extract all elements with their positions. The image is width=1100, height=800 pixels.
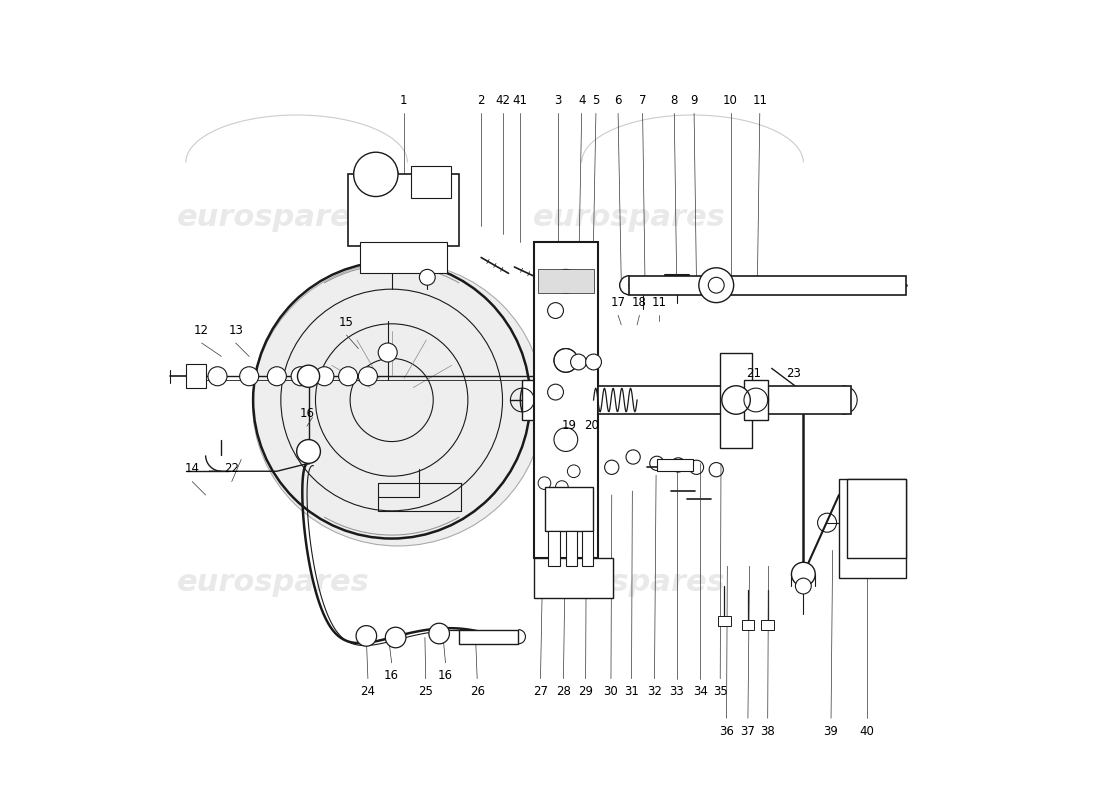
Bar xyxy=(360,242,447,274)
Bar xyxy=(535,242,597,558)
Text: 31: 31 xyxy=(624,685,639,698)
Text: 9: 9 xyxy=(691,94,697,107)
Text: 41: 41 xyxy=(513,94,527,107)
Text: 6: 6 xyxy=(614,94,622,107)
Text: 37: 37 xyxy=(740,725,756,738)
Text: 22: 22 xyxy=(224,462,240,475)
Circle shape xyxy=(708,278,724,293)
Text: 27: 27 xyxy=(534,685,548,698)
Circle shape xyxy=(698,268,734,302)
Circle shape xyxy=(354,152,398,197)
Bar xyxy=(348,174,459,246)
Circle shape xyxy=(429,623,450,644)
Text: 35: 35 xyxy=(713,685,727,698)
Text: 5: 5 xyxy=(592,94,600,107)
Text: 26: 26 xyxy=(470,685,485,698)
Circle shape xyxy=(240,366,258,386)
Text: 38: 38 xyxy=(760,725,775,738)
Circle shape xyxy=(571,354,586,370)
Text: eurospares: eurospares xyxy=(532,203,726,233)
Text: 20: 20 xyxy=(584,418,600,432)
Circle shape xyxy=(297,439,320,463)
Bar xyxy=(761,620,774,630)
Text: 33: 33 xyxy=(669,685,684,698)
Text: eurospares: eurospares xyxy=(176,203,370,233)
Text: 1: 1 xyxy=(399,94,407,107)
Text: 16: 16 xyxy=(384,669,399,682)
Text: 39: 39 xyxy=(824,725,838,738)
Text: 12: 12 xyxy=(195,324,209,337)
Bar xyxy=(597,386,850,414)
Text: 32: 32 xyxy=(647,685,662,698)
Bar xyxy=(459,630,518,644)
Circle shape xyxy=(740,386,769,414)
Text: 7: 7 xyxy=(639,94,647,107)
Circle shape xyxy=(208,366,227,386)
Text: 23: 23 xyxy=(786,367,801,380)
Text: 40: 40 xyxy=(859,725,874,738)
Circle shape xyxy=(292,366,310,386)
Bar xyxy=(744,380,768,420)
Circle shape xyxy=(792,562,815,586)
Text: 14: 14 xyxy=(185,462,200,475)
Text: 16: 16 xyxy=(438,669,453,682)
Text: 11: 11 xyxy=(752,94,768,107)
Text: 36: 36 xyxy=(719,725,734,738)
Text: 15: 15 xyxy=(339,316,354,329)
Circle shape xyxy=(795,578,812,594)
Text: 30: 30 xyxy=(604,685,618,698)
Bar xyxy=(629,276,906,294)
Text: 17: 17 xyxy=(610,296,626,309)
Text: 10: 10 xyxy=(723,94,738,107)
Bar xyxy=(538,270,594,293)
Bar xyxy=(582,530,593,566)
Text: eurospares: eurospares xyxy=(532,567,726,597)
Text: 4: 4 xyxy=(578,94,585,107)
Text: 34: 34 xyxy=(693,685,708,698)
Circle shape xyxy=(267,366,286,386)
Circle shape xyxy=(548,302,563,318)
Bar xyxy=(839,479,906,578)
Bar xyxy=(549,530,560,566)
Circle shape xyxy=(722,386,750,414)
Text: 25: 25 xyxy=(418,685,433,698)
Bar xyxy=(186,364,206,388)
Text: 28: 28 xyxy=(556,685,571,698)
Bar xyxy=(741,620,755,630)
Text: 3: 3 xyxy=(554,94,562,107)
Bar xyxy=(535,558,614,598)
Text: 13: 13 xyxy=(229,324,243,337)
Text: eurospares: eurospares xyxy=(176,567,370,597)
Circle shape xyxy=(359,366,377,386)
Text: 29: 29 xyxy=(579,685,593,698)
Text: 11: 11 xyxy=(651,296,667,309)
Circle shape xyxy=(548,384,563,400)
Circle shape xyxy=(315,366,334,386)
Circle shape xyxy=(297,365,320,387)
Text: 16: 16 xyxy=(299,406,315,420)
Bar xyxy=(411,166,451,198)
Text: 42: 42 xyxy=(495,94,510,107)
Text: 8: 8 xyxy=(671,94,678,107)
Circle shape xyxy=(339,366,358,386)
Text: 18: 18 xyxy=(632,296,647,309)
Bar xyxy=(657,459,693,471)
Circle shape xyxy=(419,270,436,286)
Bar xyxy=(847,479,906,558)
Bar xyxy=(546,487,593,530)
Circle shape xyxy=(585,354,602,370)
Bar xyxy=(720,353,752,447)
Bar xyxy=(522,380,542,420)
Bar xyxy=(718,616,730,626)
Circle shape xyxy=(385,627,406,648)
Ellipse shape xyxy=(253,262,543,546)
Bar xyxy=(565,530,576,566)
Text: 24: 24 xyxy=(361,685,375,698)
Text: 19: 19 xyxy=(561,418,576,432)
Circle shape xyxy=(356,626,376,646)
Circle shape xyxy=(378,343,397,362)
Text: 2: 2 xyxy=(477,94,485,107)
Text: 21: 21 xyxy=(746,367,761,380)
